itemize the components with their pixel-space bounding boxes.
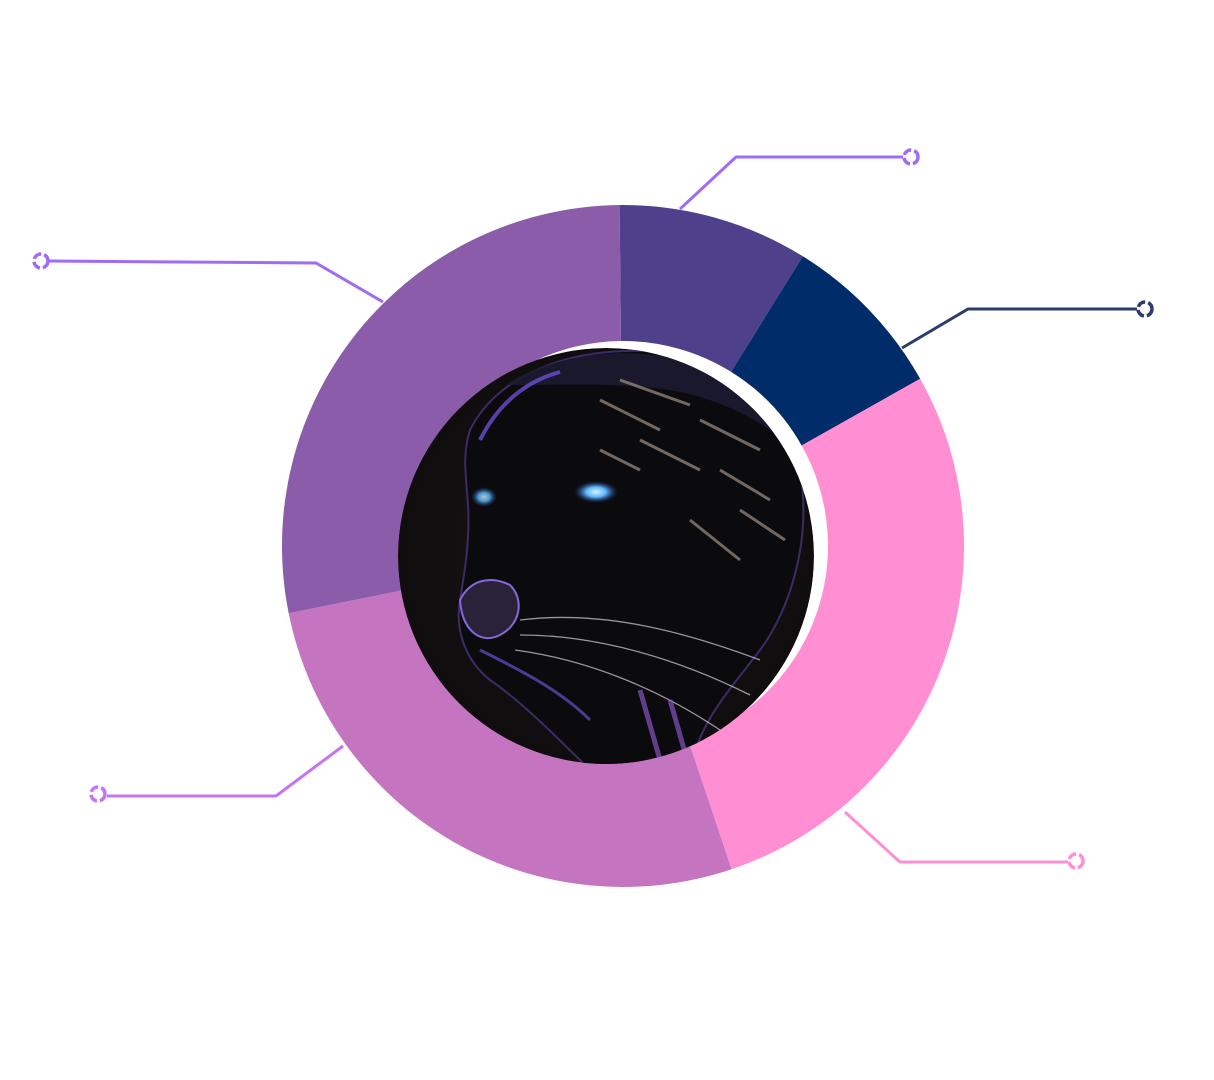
center-image <box>398 348 814 764</box>
callout-marker-lower-left <box>89 785 107 803</box>
donut-slice-5 <box>282 205 621 614</box>
callout-line-top <box>678 155 903 211</box>
callout-marker-upper-left <box>32 252 50 270</box>
callout-line-upper-left <box>48 259 384 304</box>
donut-slice-3 <box>688 378 965 870</box>
callout-marker-top <box>902 148 920 166</box>
callout-marker-upper-right <box>1136 300 1154 318</box>
donut-slice-1 <box>619 205 803 372</box>
panther-eye-left <box>471 487 497 507</box>
panther-eye-right <box>574 481 618 503</box>
callout-line-lower-right <box>843 810 1068 864</box>
callout-line-lower-left <box>107 744 344 798</box>
callout-group <box>32 148 1154 870</box>
donut-slice-2 <box>731 256 921 446</box>
callout-line-upper-right <box>901 307 1137 350</box>
callout-marker-lower-right <box>1067 852 1085 870</box>
